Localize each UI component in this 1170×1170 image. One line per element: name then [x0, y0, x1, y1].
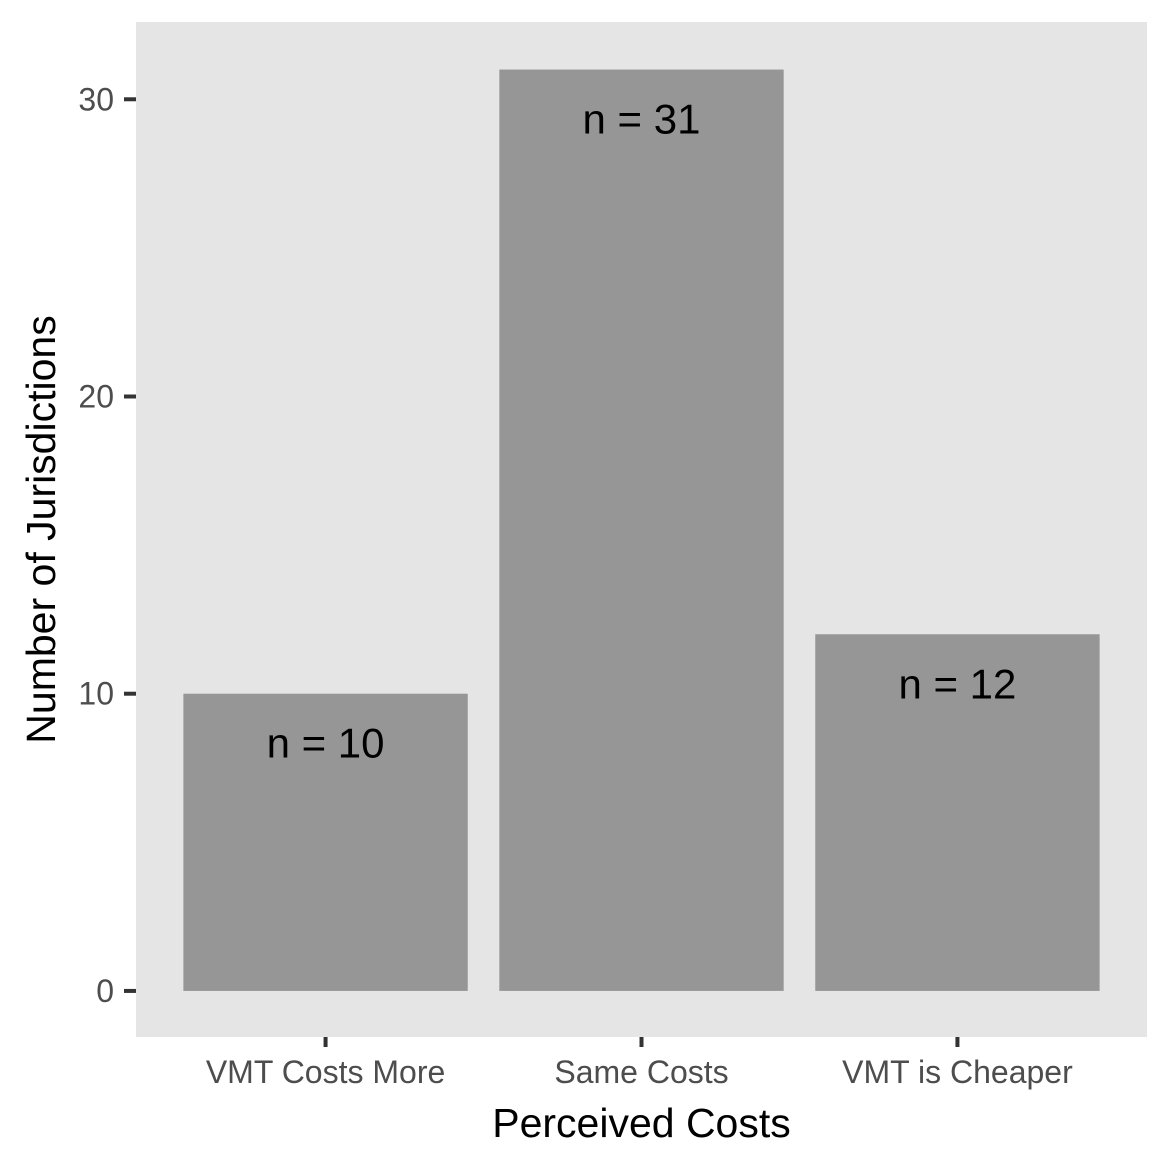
- bar-labels-layer: n = 10 n = 31 n = 12: [267, 96, 1017, 767]
- y-tick-label: 30: [78, 81, 114, 117]
- x-axis-title: Perceived Costs: [492, 1100, 791, 1146]
- x-axis: VMT Costs More Same Costs VMT is Cheaper: [206, 1037, 1073, 1090]
- y-tick-label: 20: [78, 378, 114, 414]
- bar: [499, 69, 784, 991]
- bar-data-label: n = 31: [583, 96, 701, 143]
- x-tick-label: Same Costs: [554, 1054, 728, 1090]
- y-tick-label: 10: [78, 676, 114, 712]
- x-tick-label: VMT is Cheaper: [842, 1054, 1073, 1090]
- y-axis-title: Number of Jurisdictions: [18, 315, 64, 743]
- bar: [815, 634, 1100, 991]
- bar-data-label: n = 10: [267, 720, 385, 767]
- x-tick-label: VMT Costs More: [206, 1054, 445, 1090]
- bar: [183, 693, 468, 991]
- y-tick-label: 0: [96, 973, 114, 1009]
- bars-layer: [183, 69, 1100, 991]
- y-axis: 0 10 20 30: [78, 81, 136, 1009]
- bar-data-label: n = 12: [898, 660, 1016, 707]
